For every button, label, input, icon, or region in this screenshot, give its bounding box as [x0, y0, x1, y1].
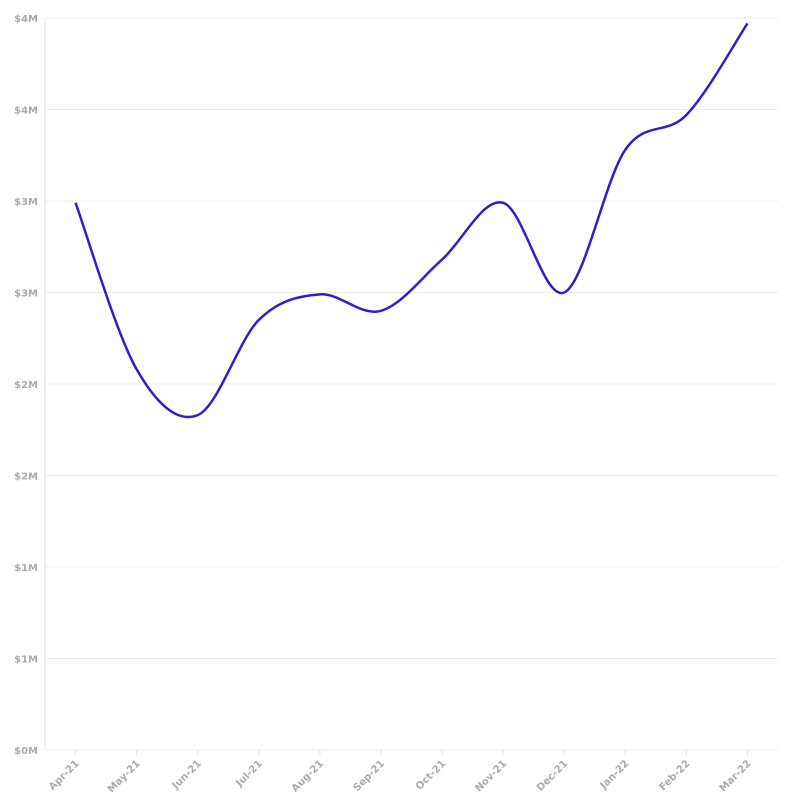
x-tick-label: Jul-21: [234, 758, 265, 789]
y-tick-label: $1M: [14, 655, 38, 666]
x-tick-label: Apr-21: [47, 758, 82, 793]
x-tick-label: Jun-21: [170, 758, 204, 792]
x-tick-label: Sep-21: [352, 758, 388, 794]
x-tick-label: Oct-21: [414, 758, 448, 792]
y-tick-label: $2M: [14, 472, 38, 483]
line-series: [74, 22, 749, 419]
y-tick-label: $0M: [14, 746, 38, 757]
x-tick-label: Aug-21: [290, 758, 326, 794]
y-tick-label: $3M: [14, 289, 38, 300]
x-tick-label: Jan-22: [598, 758, 632, 792]
y-tick-label: $4M: [14, 14, 38, 25]
x-tick-label: Nov-21: [473, 758, 509, 794]
x-tick-label: May-21: [106, 758, 143, 795]
x-tick-label: Dec-21: [535, 758, 570, 793]
y-tick-label: $4M: [14, 106, 38, 117]
y-tick-label: $3M: [14, 197, 38, 208]
x-tick-label: Feb-22: [658, 758, 693, 793]
y-tick-label: $2M: [14, 380, 38, 391]
x-tick-label: Mar-22: [718, 758, 754, 794]
y-tick-label: $1M: [14, 563, 38, 574]
